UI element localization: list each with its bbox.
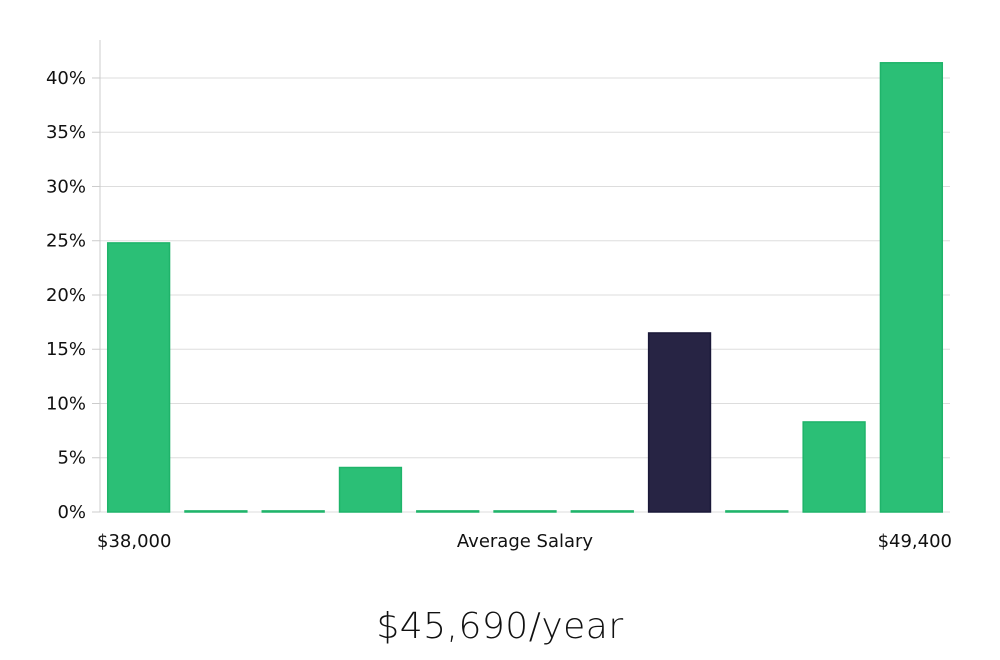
bar [493,510,557,513]
bar [184,510,248,513]
y-tick-label: 30% [46,176,86,197]
bar [725,510,789,513]
bar [261,510,325,513]
bar [416,510,480,513]
bar-highlighted [647,332,712,513]
y-tick-label: 25% [46,231,86,252]
y-tick-label: 40% [46,68,86,89]
bar [106,242,171,513]
x-min-label: $38,000 [97,531,171,552]
salary-histogram: 0% 5% 10% 15% 20% 25% 30% 35% 40% $38,000 Averag… [46,40,952,552]
x-max-label: $49,400 [878,531,952,552]
average-salary-caption: $45,690/year [376,606,624,647]
bar [570,510,634,513]
y-tick-label: 0% [57,502,86,523]
y-tick-label: 10% [46,393,86,414]
bar [879,62,944,513]
x-axis-title: Average Salary [457,531,594,552]
grid-lines [100,77,950,513]
y-tick-label: 35% [46,122,86,143]
y-tick-label: 15% [46,339,86,360]
bar [802,421,866,513]
bar [338,466,403,513]
y-tick-labels: 0% 5% 10% 15% 20% 25% 30% 35% 40% [46,68,100,523]
y-tick-label: 20% [46,285,86,306]
bars [106,62,944,513]
y-tick-label: 5% [57,448,86,469]
